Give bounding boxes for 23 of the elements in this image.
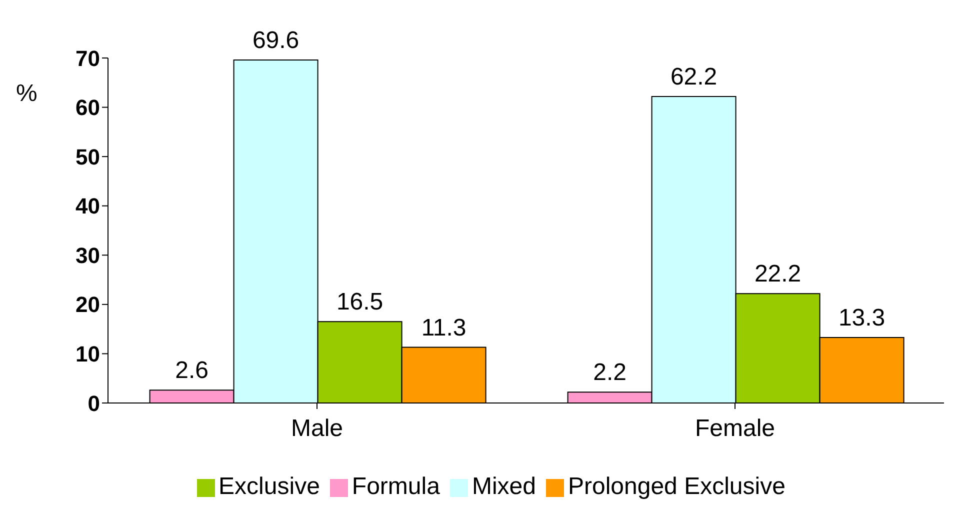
data-label: 2.2 xyxy=(593,359,626,386)
x-tick-label: Female xyxy=(694,415,776,442)
x-tick-label: Male xyxy=(290,415,344,442)
legend-label: Formula xyxy=(352,473,440,500)
y-tick-label: 0 xyxy=(88,390,100,416)
y-tick-label: 70 xyxy=(76,46,100,71)
y-tick-label: 30 xyxy=(76,242,100,268)
legend-label: Prolonged Exclusive xyxy=(568,473,786,500)
y-tick-label: 40 xyxy=(76,194,100,219)
data-label: 22.2 xyxy=(754,260,802,288)
y-tick-label: 60 xyxy=(76,95,100,120)
y-tick-label: 20 xyxy=(76,292,100,318)
y-axis-title: % xyxy=(16,80,38,108)
data-label: 62.2 xyxy=(670,63,718,90)
data-label: 69.6 xyxy=(252,26,300,54)
legend-label: Mixed xyxy=(472,473,536,500)
y-tick-label: 50 xyxy=(76,144,100,170)
legend-label: Exclusive xyxy=(218,473,320,500)
data-label: 2.6 xyxy=(175,357,208,384)
data-label: 13.3 xyxy=(838,304,886,332)
data-label: 11.3 xyxy=(421,314,466,342)
data-label: 16.5 xyxy=(336,288,384,316)
y-tick-label: 10 xyxy=(76,342,100,367)
